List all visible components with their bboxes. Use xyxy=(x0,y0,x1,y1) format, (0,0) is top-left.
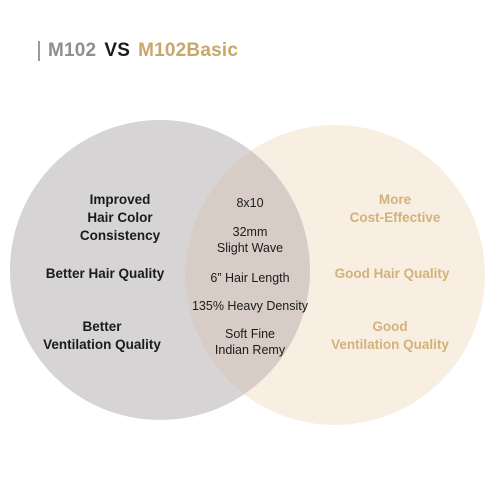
overlap-region xyxy=(185,125,310,420)
shared-item-length: 6” Hair Length xyxy=(210,271,290,285)
left-item-color-consistency: Improved Hair Color Consistency xyxy=(79,192,161,243)
left-item-ventilation-quality: Better Ventilation Quality xyxy=(43,319,161,352)
title-right-product: M102Basic xyxy=(138,40,239,61)
shared-item-size: 8x10 xyxy=(236,196,264,210)
left-item-hair-quality: Better Hair Quality xyxy=(45,266,165,281)
comparison-title: M102 VS M102Basic xyxy=(38,40,238,62)
shared-item-hair-type: Soft Fine Indian Remy xyxy=(214,327,286,357)
right-item-hair-quality: Good Hair Quality xyxy=(334,266,450,281)
shared-item-density: 135% Heavy Density xyxy=(191,299,309,313)
title-divider-bar xyxy=(38,41,40,61)
shared-item-curl: 32mm Slight Wave xyxy=(216,225,284,255)
right-item-ventilation-quality: Good Ventilation Quality xyxy=(331,319,449,352)
right-item-cost-effective: More Cost-Effective xyxy=(349,192,441,225)
title-vs: VS xyxy=(104,40,131,61)
title-left-product: M102 xyxy=(48,40,97,61)
